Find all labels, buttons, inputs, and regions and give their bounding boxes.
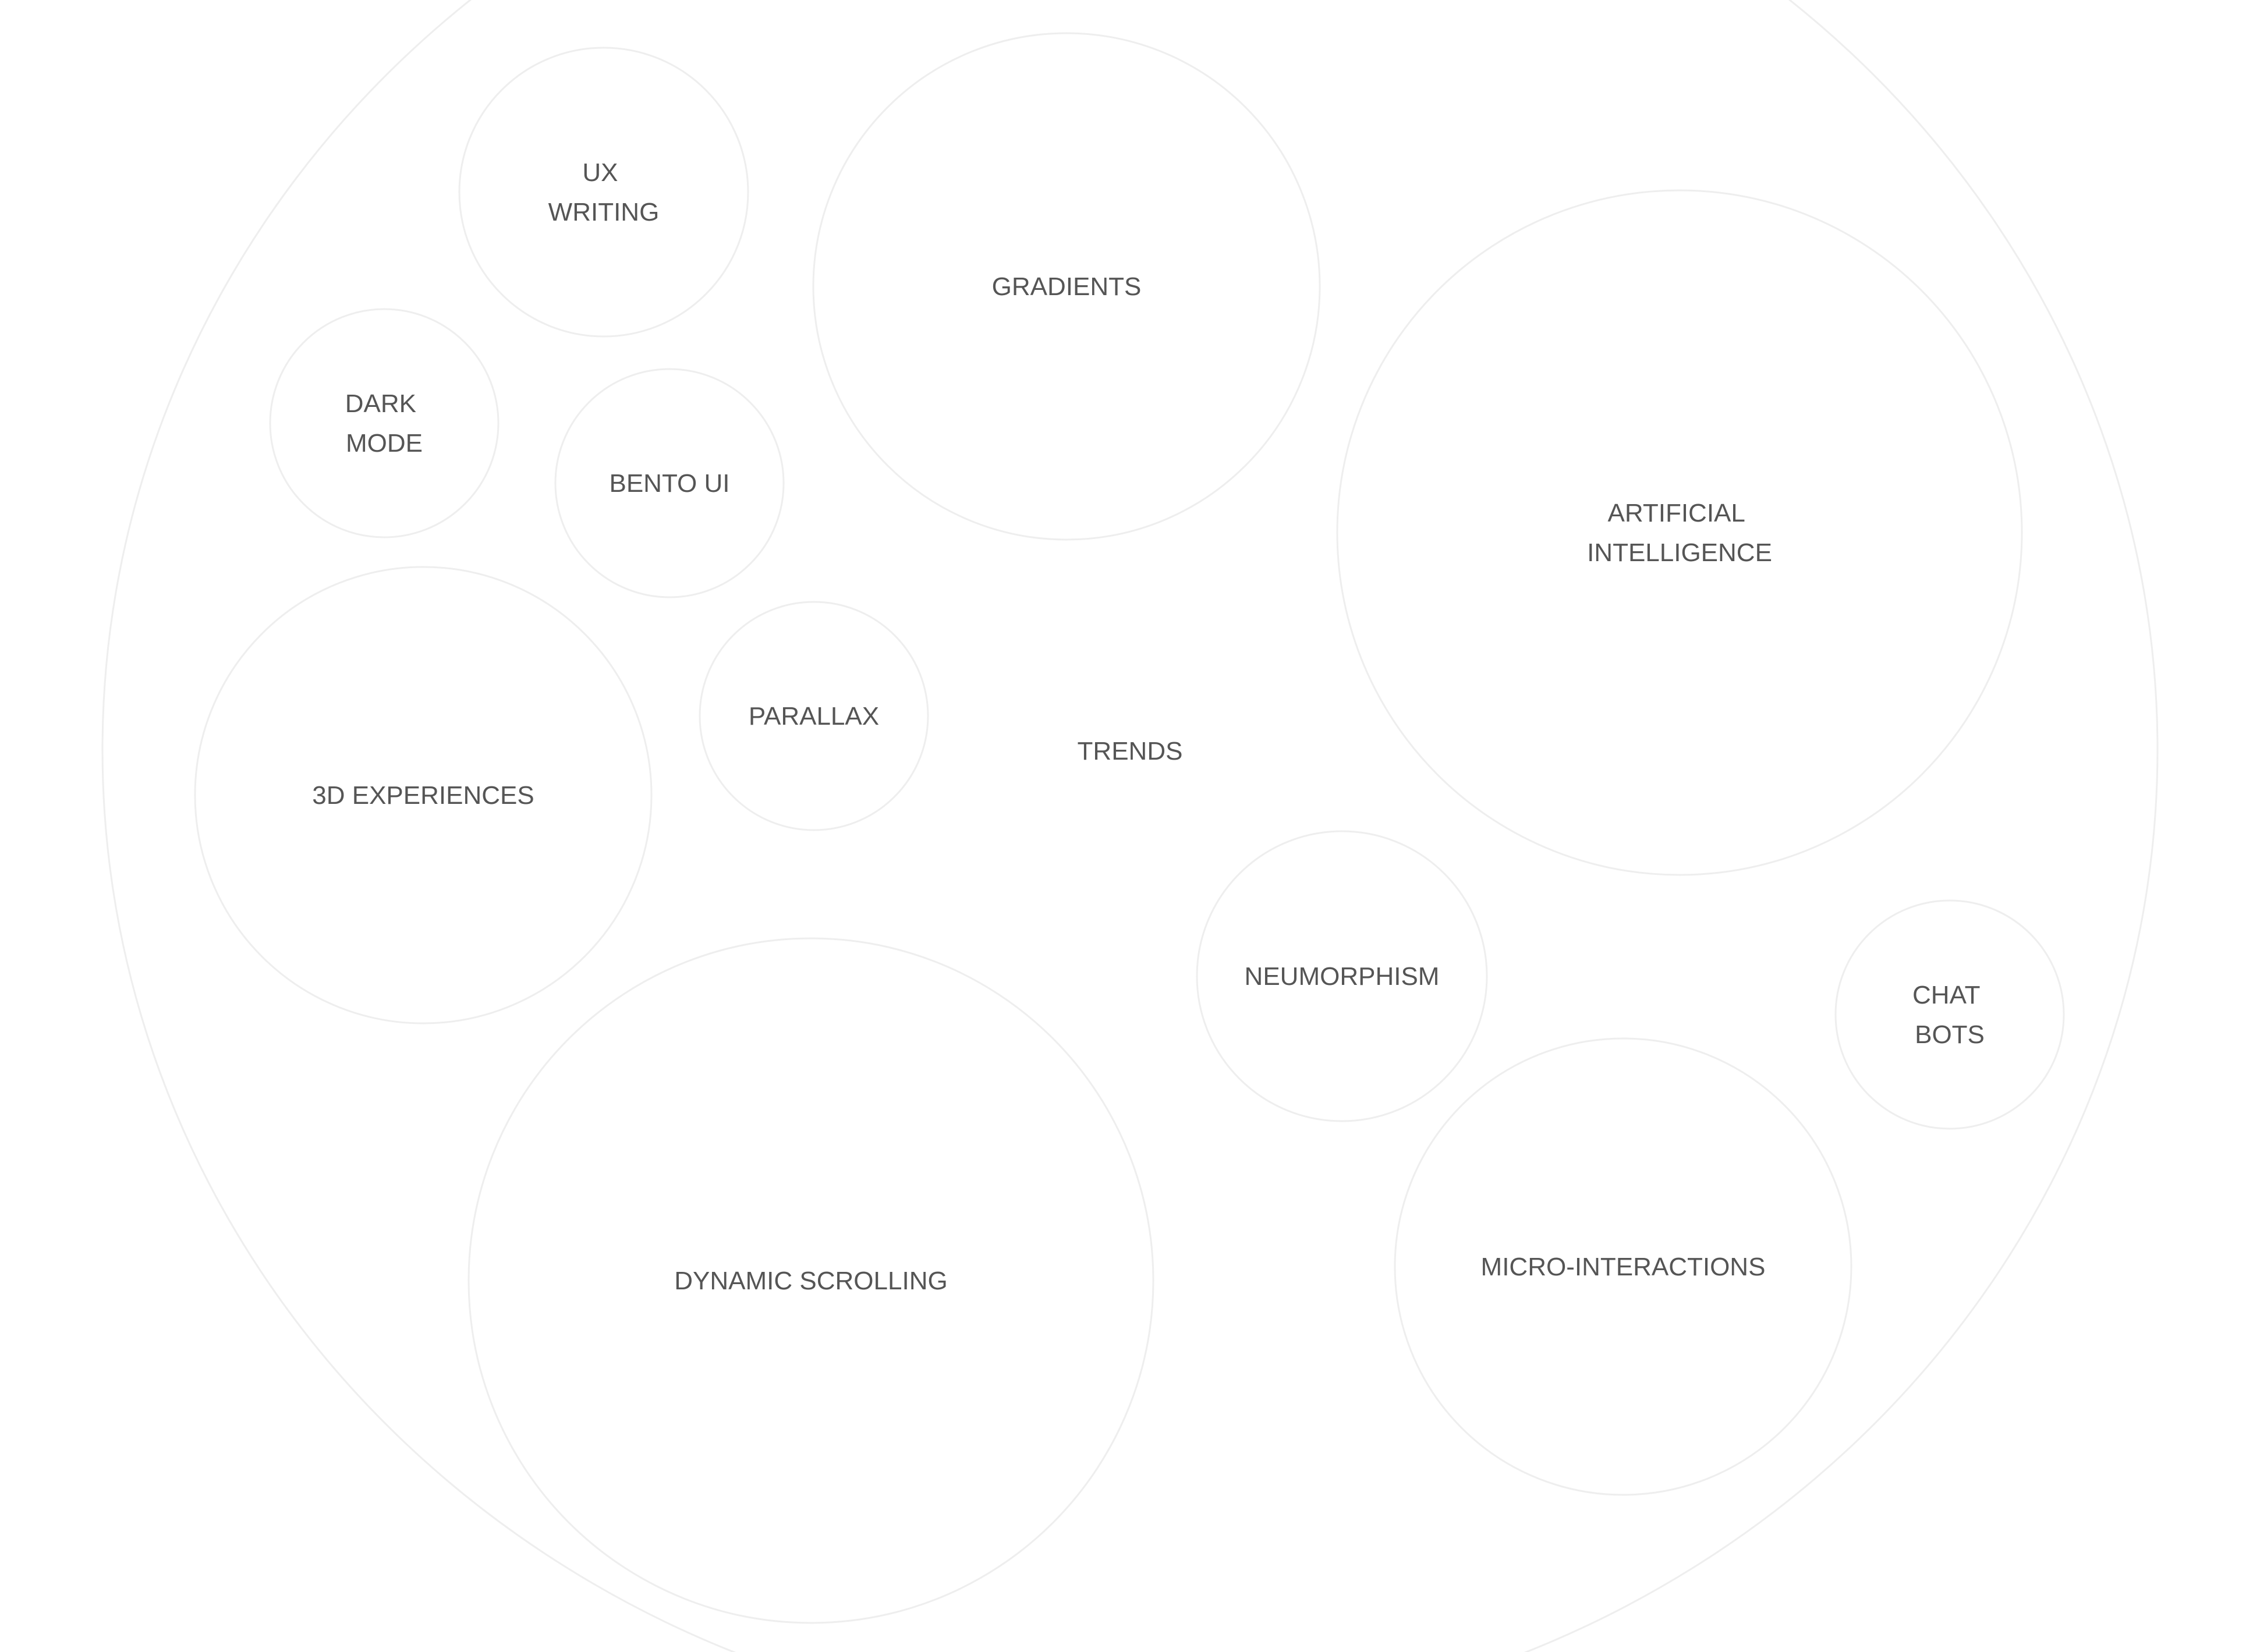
bubble-parallax: PARALLAX (699, 601, 929, 831)
bubble-ux-writing: UX WRITING (458, 47, 749, 338)
bubble-outline (699, 601, 929, 831)
bubble-chat-bots: CHAT BOTS (1834, 899, 2065, 1130)
bubble-3d-experiences: 3D EXPERIENCES (194, 566, 653, 1024)
bubble-outline (1196, 830, 1488, 1122)
bubble-gradients: GRADIENTS (812, 32, 1321, 541)
bubble-label: UX WRITING (548, 158, 660, 226)
bubble-label: GRADIENTS (992, 272, 1142, 301)
bubble-bento-ui: BENTO UI (554, 368, 785, 598)
bubble-label: PARALLAX (749, 702, 879, 731)
root-bubble-label: TRENDS (1078, 737, 1183, 765)
bubble-outline (812, 32, 1321, 541)
bubble-outline (458, 47, 749, 338)
bubble-outline (1394, 1037, 1852, 1496)
bubble-label: DARK MODE (345, 389, 423, 458)
bubble-outline (1834, 899, 2065, 1130)
bubble-outline (554, 368, 785, 598)
bubble-label: DYNAMIC SCROLLING (674, 1267, 947, 1295)
bubble-outline (467, 937, 1154, 1624)
bubble-label: 3D EXPERIENCES (312, 781, 534, 810)
bubble-neumorphism: NEUMORPHISM (1196, 830, 1488, 1122)
bubble-label: BENTO UI (609, 469, 729, 498)
bubble-label: NEUMORPHISM (1245, 962, 1440, 991)
bubble-outline (269, 308, 500, 538)
bubble-dark-mode: DARK MODE (269, 308, 500, 538)
bubble-label: MICRO-INTERACTIONS (1481, 1253, 1766, 1281)
bubble-artificial-intelligence: ARTIFICIAL INTELLIGENCE (1336, 189, 2023, 876)
bubble-outline (1336, 189, 2023, 876)
bubble-outline (194, 566, 653, 1024)
root-bubble: TRENDS (102, 0, 2158, 1652)
bubble-label: CHAT BOTS (1912, 981, 1987, 1049)
root-bubble-outline (102, 0, 2158, 1652)
bubble-micro-interactions: MICRO-INTERACTIONS (1394, 1037, 1852, 1496)
bubble-label: ARTIFICIAL INTELLIGENCE (1587, 499, 1772, 567)
bubble-dynamic-scrolling: DYNAMIC SCROLLING (467, 937, 1154, 1624)
